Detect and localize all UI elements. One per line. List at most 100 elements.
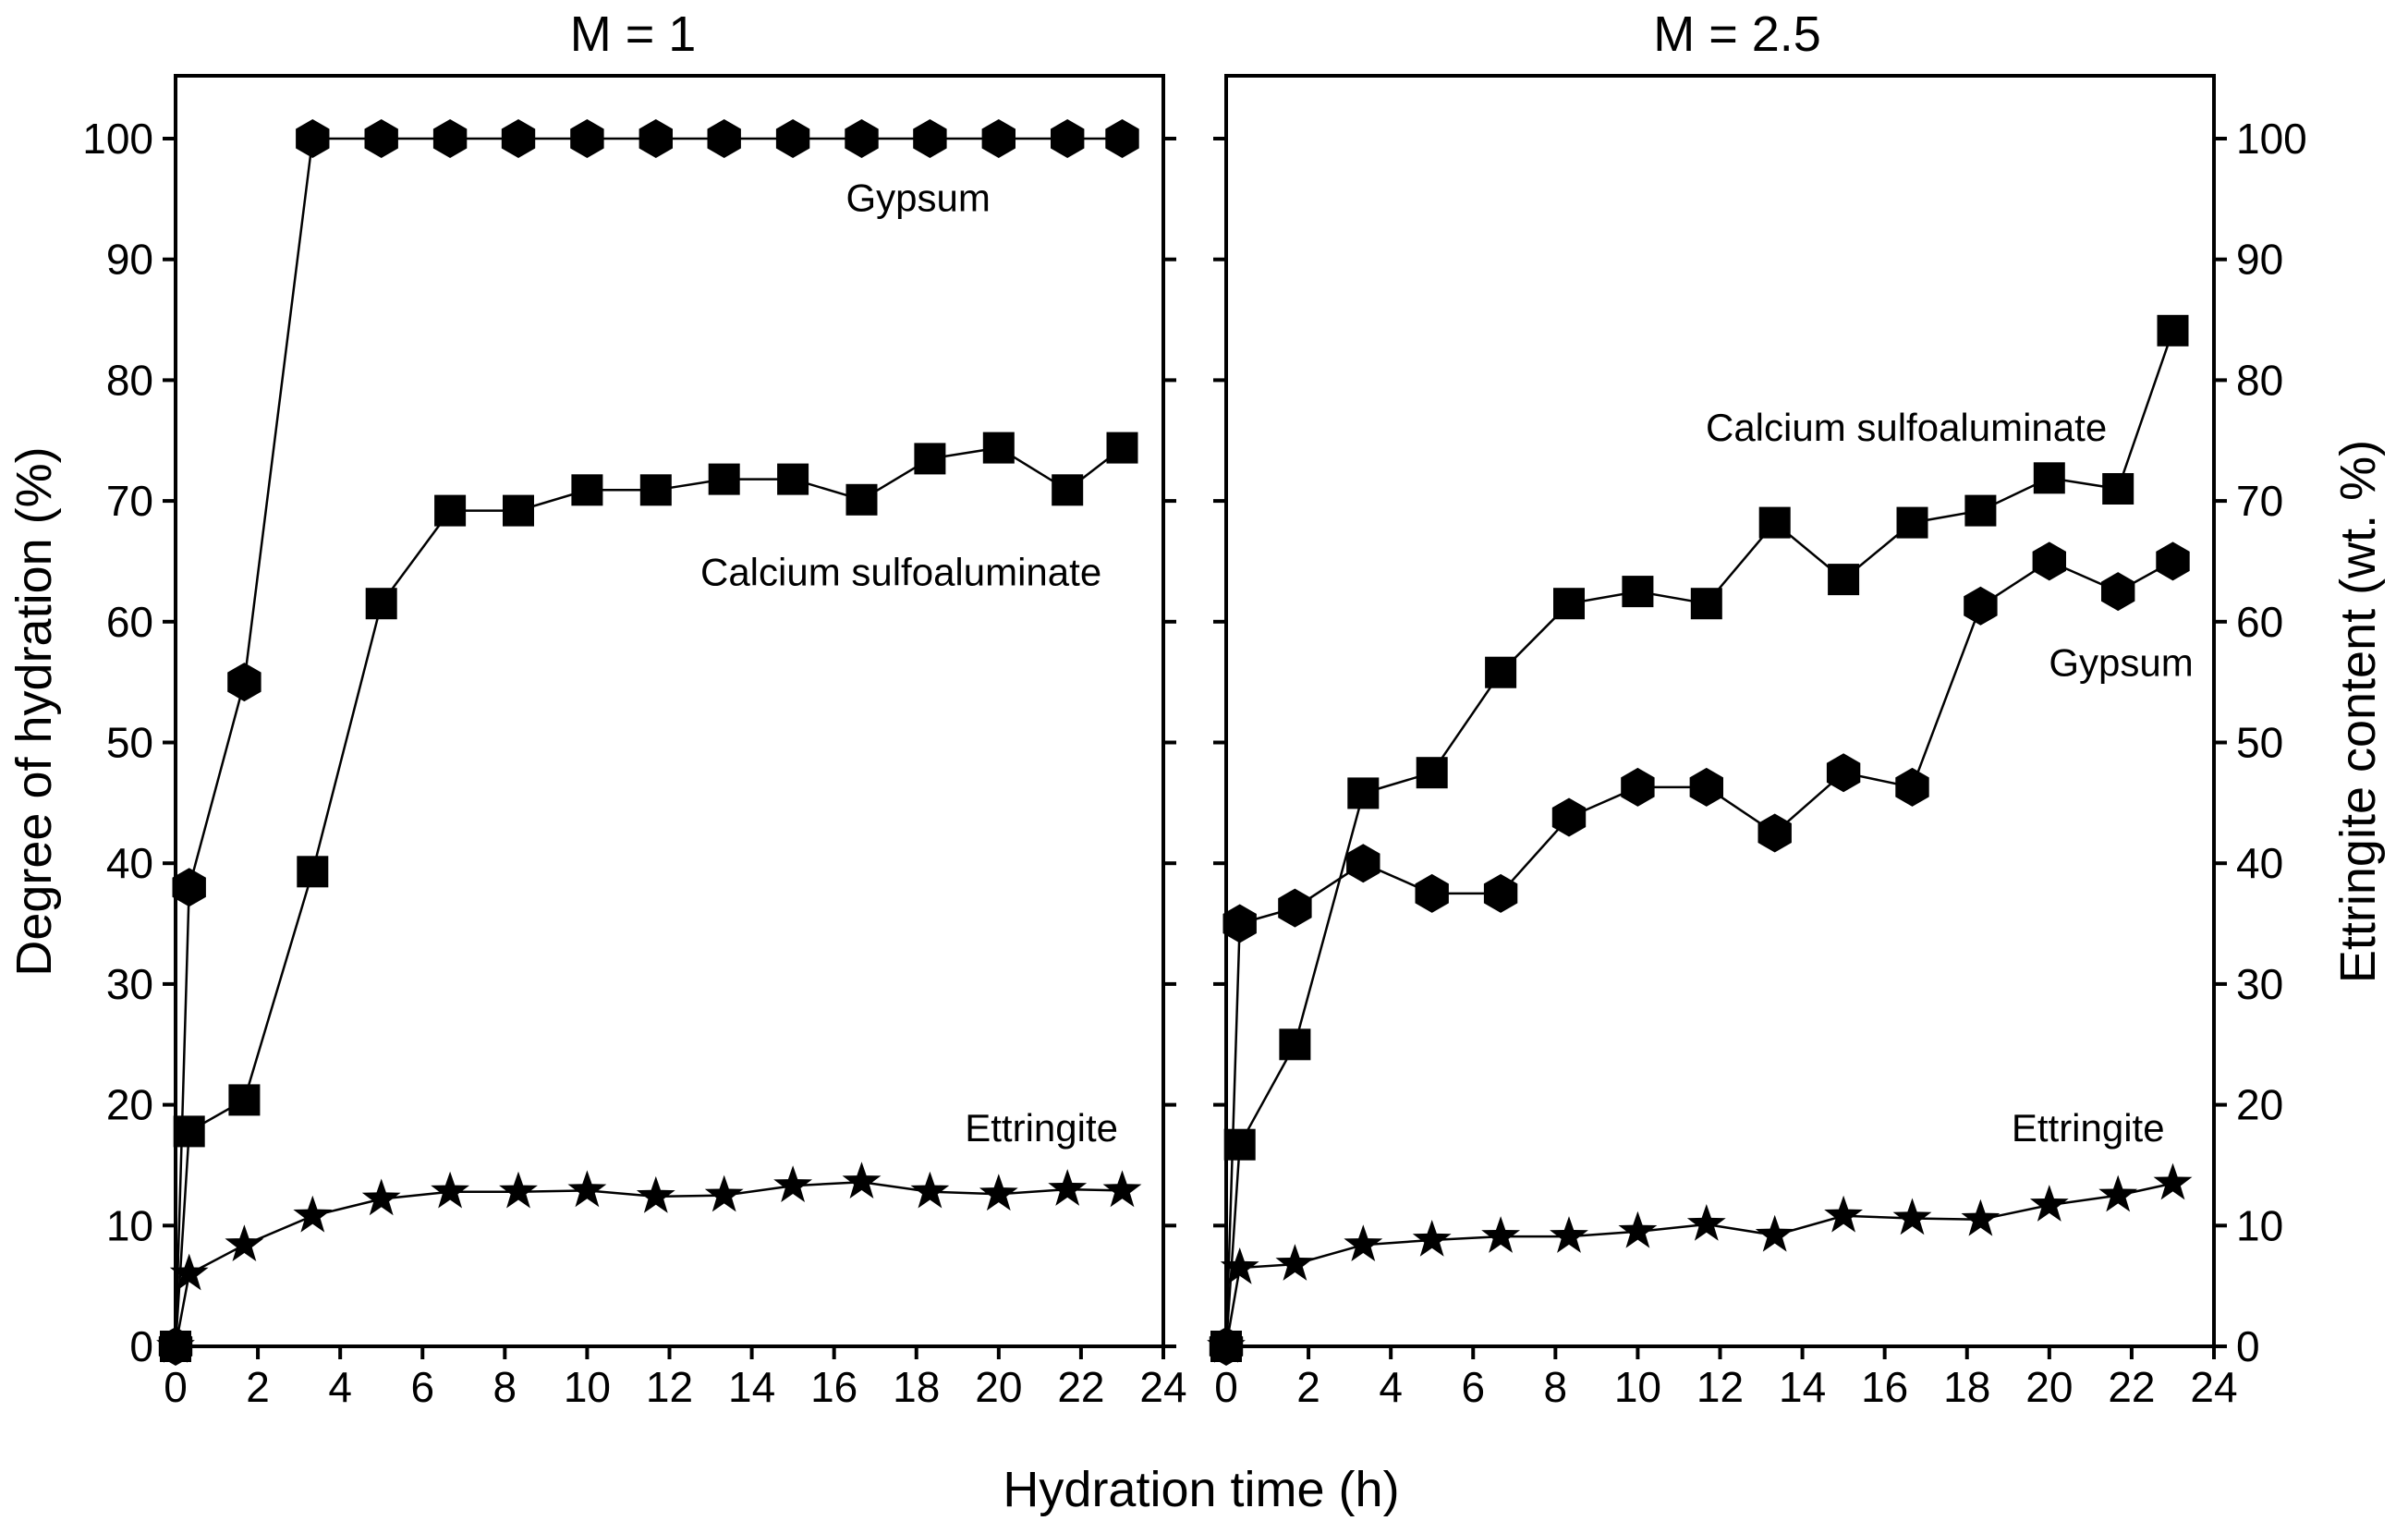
x-tick-label-m25-16: 16: [1861, 1363, 1908, 1411]
x-tick-label-m1-12: 12: [646, 1363, 693, 1411]
annotation-m25-calcium-sulfoaluminate: Calcium sulfoaluminate: [1706, 406, 2107, 449]
point-m1-calcium-sulfoaluminate-1: [173, 1115, 205, 1148]
x-tick-label-m25-6: 6: [1461, 1363, 1485, 1411]
y-tick-label-m1-60: 60: [106, 598, 153, 646]
y-tick-label-m25-30: 30: [2236, 960, 2283, 1008]
point-m1-ettringite-7: [567, 1170, 607, 1208]
point-m25-gypsum-3: [1346, 844, 1380, 883]
point-m25-gypsum-4: [1415, 873, 1449, 913]
x-tick-label-m1-14: 14: [728, 1363, 775, 1411]
x-tick-label-m1-0: 0: [164, 1363, 188, 1411]
series-line-m25-calcium-sulfoaluminate: [1224, 330, 2174, 1347]
annotation-m1-ettringite: Ettringite: [965, 1106, 1118, 1150]
y-tick-label-m25-40: 40: [2236, 839, 2283, 887]
point-m25-gypsum-11: [1895, 767, 1929, 807]
annotation-m25-ettringite: Ettringite: [2012, 1106, 2165, 1150]
x-tick-label-m25-8: 8: [1544, 1363, 1568, 1411]
point-m1-calcium-sulfoaluminate-2: [228, 1084, 261, 1116]
point-m1-calcium-sulfoaluminate-10: [777, 463, 809, 495]
point-m25-calcium-sulfoaluminate-10: [1828, 564, 1860, 596]
point-m25-ettringite-6: [1550, 1216, 1588, 1253]
point-m25-ettringite-2: [1275, 1244, 1315, 1281]
y-tick-label-m1-10: 10: [106, 1201, 153, 1249]
point-m25-calcium-sulfoaluminate-6: [1553, 588, 1585, 620]
y-tick-label-m25-10: 10: [2236, 1201, 2283, 1249]
x-tick-label-m25-20: 20: [2025, 1363, 2073, 1411]
point-m25-ettringite-8: [1686, 1204, 1726, 1241]
annotation-m25-gypsum: Gypsum: [2049, 641, 2193, 685]
panel-title-m1: M = 1: [570, 6, 697, 62]
x-tick-label-m1-16: 16: [810, 1363, 857, 1411]
series-line-m1-calcium-sulfoaluminate: [174, 446, 1124, 1347]
point-m25-calcium-sulfoaluminate-15: [2157, 314, 2189, 347]
x-tick-label-m1-18: 18: [893, 1363, 940, 1411]
x-tick-label-m1-6: 6: [410, 1363, 434, 1411]
point-m1-calcium-sulfoaluminate-4: [365, 588, 397, 620]
series-m1-ettringite: [156, 1162, 1142, 1363]
point-m25-calcium-sulfoaluminate-12: [1964, 494, 1997, 527]
point-m25-gypsum-14: [2101, 572, 2135, 612]
point-m1-ettringite-5: [431, 1171, 470, 1209]
y-tick-label-m25-80: 80: [2236, 356, 2283, 404]
y-tick-label-m25-50: 50: [2236, 719, 2283, 767]
point-m25-ettringite-4: [1412, 1220, 1452, 1257]
y-tick-label-m1-20: 20: [106, 1081, 153, 1129]
point-m25-calcium-sulfoaluminate-11: [1896, 506, 1928, 539]
series-line-m1-gypsum: [174, 137, 1123, 1347]
point-m25-calcium-sulfoaluminate-4: [1416, 757, 1448, 789]
point-m25-ettringite-10: [1824, 1195, 1864, 1233]
point-m25-calcium-sulfoaluminate-9: [1758, 506, 1791, 539]
point-m25-ettringite-3: [1344, 1224, 1383, 1261]
x-tick-label-m25-2: 2: [1296, 1363, 1320, 1411]
series-line-m1-ettringite: [174, 1180, 1123, 1347]
point-m1-gypsum-11: [845, 119, 879, 158]
y-tick-label-m25-0: 0: [2236, 1322, 2260, 1370]
point-m25-gypsum-12: [1964, 586, 1998, 626]
point-m1-gypsum-15: [1105, 119, 1139, 158]
y-tick-label-m1-30: 30: [106, 960, 153, 1008]
point-m1-calcium-sulfoaluminate-3: [297, 856, 329, 888]
point-m1-ettringite-3: [293, 1195, 333, 1233]
point-m25-calcium-sulfoaluminate-1: [1223, 1128, 1256, 1161]
x-tick-label-m1-22: 22: [1057, 1363, 1104, 1411]
point-m25-calcium-sulfoaluminate-5: [1485, 656, 1517, 688]
point-m1-gypsum-13: [981, 119, 1015, 158]
y-tick-label-m1-100: 100: [82, 115, 153, 163]
point-m25-gypsum-8: [1689, 767, 1723, 807]
y-tick-label-m1-80: 80: [106, 356, 153, 404]
x-tick-label-m25-0: 0: [1214, 1363, 1238, 1411]
point-m25-calcium-sulfoaluminate-2: [1279, 1028, 1311, 1061]
plot-frame-m25: [1224, 74, 2216, 1348]
point-m25-ettringite-13: [2029, 1185, 2069, 1222]
x-axis-m25: 0 2 4 6 8 10 12 14 16 18 20 22 24: [1214, 1346, 2238, 1411]
y-tick-label-m1-0: 0: [129, 1322, 153, 1370]
y-axis-m25: 0 10 20 30 40 50 60 70 80 90 100: [1213, 115, 2307, 1370]
series-m25-ettringite: [1207, 1162, 2193, 1363]
point-m25-ettringite-12: [1961, 1198, 2001, 1236]
point-m1-calcium-sulfoaluminate-7: [571, 474, 603, 506]
series-m1-calcium-sulfoaluminate: [160, 432, 1138, 1362]
y-axis-m1: 0 10 20 30 40 50 60 70 80 90 100: [82, 115, 1176, 1370]
point-m1-ettringite-11: [842, 1162, 882, 1198]
y-tick-label-m25-90: 90: [2236, 236, 2283, 284]
point-m1-gypsum-6: [501, 119, 536, 158]
point-m25-ettringite-14: [2098, 1174, 2138, 1212]
x-tick-label-m1-20: 20: [975, 1363, 1022, 1411]
x-tick-label-m25-22: 22: [2108, 1363, 2155, 1411]
series-line-m25-gypsum: [1224, 559, 2174, 1347]
point-m1-calcium-sulfoaluminate-11: [845, 483, 878, 516]
point-m25-gypsum-7: [1621, 767, 1655, 807]
point-m25-calcium-sulfoaluminate-3: [1347, 777, 1380, 809]
y-tick-label-m1-70: 70: [106, 477, 153, 525]
point-m1-gypsum-10: [775, 119, 810, 158]
x-tick-label-m25-24: 24: [2190, 1363, 2237, 1411]
point-m25-gypsum-9: [1757, 813, 1792, 853]
x-tick-label-m1-2: 2: [246, 1363, 270, 1411]
point-m1-ettringite-12: [910, 1171, 950, 1209]
point-m1-calcium-sulfoaluminate-12: [914, 443, 946, 475]
x-axis-m1: 0 2 4 6 8 10 12 14 16 18 20 22 24: [164, 1346, 1187, 1411]
annotation-m1-calcium-sulfoaluminate: Calcium sulfoaluminate: [700, 551, 1101, 594]
point-m1-calcium-sulfoaluminate-8: [639, 474, 672, 506]
point-m1-calcium-sulfoaluminate-5: [434, 494, 467, 527]
point-m1-calcium-sulfoaluminate-14: [1052, 474, 1084, 506]
